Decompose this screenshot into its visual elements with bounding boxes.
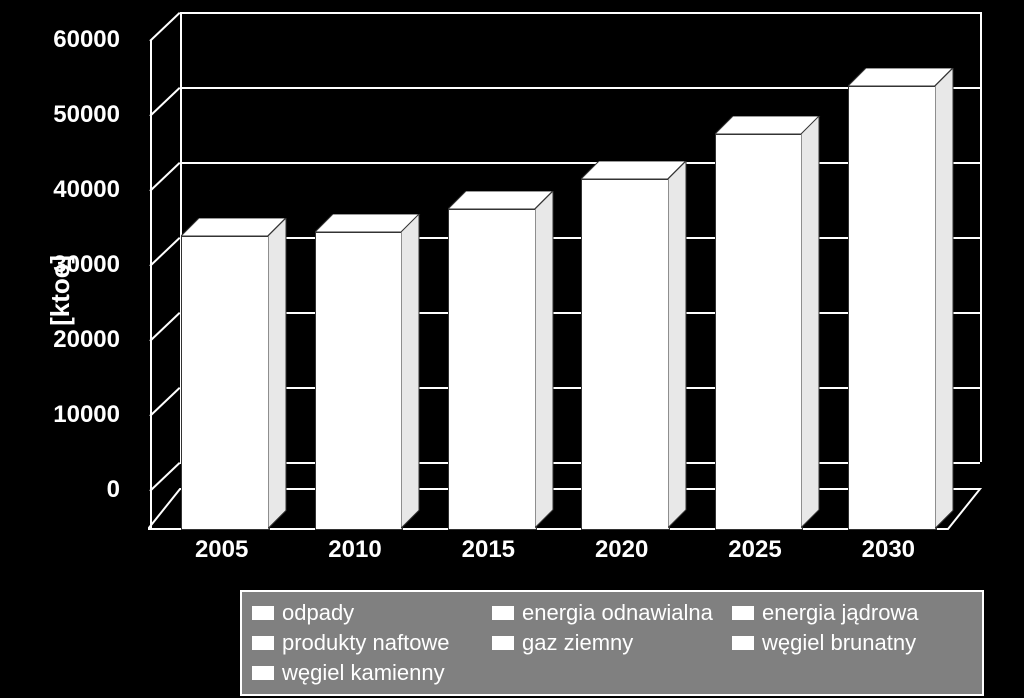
x-tick-label: 2010 [305,536,405,564]
x-tick-label: 2020 [572,536,672,564]
legend-item: węgiel brunatny [732,628,972,658]
x-tick-label: 2015 [438,536,538,564]
legend-item: gaz ziemny [492,628,732,658]
legend-item: energia jądrowa [732,598,972,628]
legend-label: węgiel kamienny [282,660,445,686]
legend-item: odpady [252,598,492,628]
bar [181,236,270,531]
legend-swatch [492,636,514,650]
y-tick-label: 30000 [20,251,120,279]
bar [581,179,670,530]
y-tick-label: 60000 [20,26,120,54]
bar [715,134,804,530]
y-tick-label: 10000 [20,401,120,429]
x-tick-label: 2025 [705,536,805,564]
legend-label: produkty naftowe [282,630,450,656]
bar [448,209,537,530]
y-tick-label: 40000 [20,176,120,204]
legend-label: odpady [282,600,354,626]
bar [315,232,404,530]
legend-label: energia jądrowa [762,600,919,626]
plot-area [150,40,980,530]
x-tick-label: 2030 [838,536,938,564]
legend-swatch [252,606,274,620]
legend: odpady energia odnawialna energia jądrow… [240,590,984,696]
legend-swatch [492,606,514,620]
legend-label: gaz ziemny [522,630,633,656]
legend-swatch [252,636,274,650]
legend-item: energia odnawialna [492,598,732,628]
x-tick-label: 2005 [172,536,272,564]
legend-swatch [732,606,754,620]
legend-label: węgiel brunatny [762,630,916,656]
legend-item: węgiel kamienny [252,658,492,688]
legend-swatch [252,666,274,680]
legend-item: produkty naftowe [252,628,492,658]
chart-container: [ktoe] 0100002000030000400005000060000 2… [40,20,1000,680]
legend-swatch [732,636,754,650]
y-tick-label: 50000 [20,101,120,129]
y-tick-label: 0 [20,476,120,504]
bar [848,86,937,531]
legend-label: energia odnawialna [522,600,713,626]
y-tick-label: 20000 [20,326,120,354]
